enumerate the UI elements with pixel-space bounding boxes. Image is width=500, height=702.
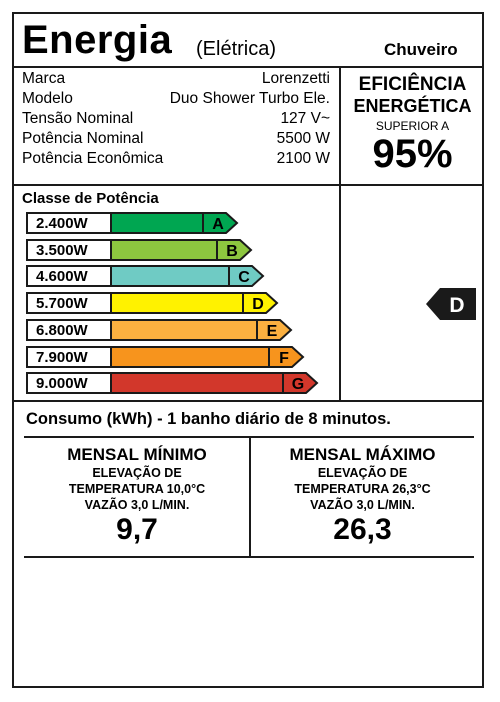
power-class-arrow: A bbox=[202, 212, 239, 234]
power-class-bar bbox=[112, 265, 230, 287]
consumption-top-divider bbox=[14, 400, 484, 402]
product-type: Chuveiro bbox=[384, 40, 458, 59]
power-class-bar bbox=[112, 212, 204, 234]
spec-voltage-label: Tensão Nominal bbox=[22, 110, 134, 127]
spec-model-label: Modelo bbox=[22, 90, 73, 107]
consumption-box-bottom bbox=[24, 556, 474, 558]
spec-voltage-value: 127 V~ bbox=[280, 110, 330, 127]
spec-power-value: 5500 W bbox=[276, 130, 330, 147]
min-line2: TEMPERATURA 10,0°C bbox=[68, 482, 206, 496]
class-indicator-arrow: D bbox=[426, 288, 476, 320]
power-class-arrow: C bbox=[228, 265, 265, 287]
power-class-letter: F bbox=[279, 350, 289, 367]
right-column-divider bbox=[339, 66, 341, 400]
min-heading: MENSAL MÍNIMO bbox=[67, 445, 207, 464]
power-class-label: 2.400W bbox=[26, 212, 112, 234]
power-class-bar bbox=[112, 372, 284, 394]
spec-economic-label: Potência Econômica bbox=[22, 150, 164, 167]
power-class-letter: G bbox=[292, 376, 304, 393]
power-class-bar bbox=[112, 239, 218, 261]
spec-power-label: Potência Nominal bbox=[22, 130, 144, 147]
power-class-arrow: B bbox=[216, 239, 253, 261]
efficiency-line3: SUPERIOR A bbox=[375, 119, 450, 133]
power-class-label: 9.000W bbox=[26, 372, 112, 394]
power-class-arrow: E bbox=[256, 319, 293, 341]
power-class-title: Classe de Potência bbox=[22, 190, 159, 207]
min-line3: VAZÃO 3,0 L/MIN. bbox=[84, 498, 190, 512]
power-class-label: 6.800W bbox=[26, 319, 112, 341]
power-class-letter: C bbox=[238, 269, 250, 286]
label-title: Energia bbox=[22, 18, 173, 62]
efficiency-value: 95% bbox=[372, 132, 453, 176]
power-class-label: 5.700W bbox=[26, 292, 112, 314]
consumption-title: Consumo (kWh) - 1 banho diário de 8 minu… bbox=[26, 410, 391, 428]
max-line1: ELEVAÇÃO DE bbox=[317, 466, 408, 480]
power-class-bar bbox=[112, 319, 258, 341]
spec-brand-label: Marca bbox=[22, 70, 66, 87]
min-value: 9,7 bbox=[116, 513, 158, 546]
class-indicator-letter: D bbox=[449, 294, 464, 317]
max-line2: TEMPERATURA 26,3°C bbox=[294, 482, 431, 496]
power-class-arrow: F bbox=[268, 346, 305, 368]
power-class-letter: E bbox=[267, 323, 278, 340]
class-top-divider bbox=[14, 184, 484, 186]
power-class-bar bbox=[112, 346, 270, 368]
power-class-letter: D bbox=[252, 296, 264, 313]
power-class-label: 7.900W bbox=[26, 346, 112, 368]
energy-label-frame bbox=[12, 12, 484, 688]
power-class-arrow: D bbox=[242, 292, 279, 314]
consumption-mid-divider bbox=[249, 436, 251, 557]
label-subtitle: (Elétrica) bbox=[196, 38, 277, 60]
power-class-arrow: G bbox=[282, 372, 319, 394]
spec-model-value: Duo Shower Turbo Ele. bbox=[169, 90, 330, 107]
min-line1: ELEVAÇÃO DE bbox=[92, 466, 182, 480]
header-divider bbox=[14, 66, 484, 68]
power-class-bar bbox=[112, 292, 244, 314]
efficiency-line2: ENERGÉTICA bbox=[353, 96, 472, 116]
power-class-label: 3.500W bbox=[26, 239, 112, 261]
power-class-label: 4.600W bbox=[26, 265, 112, 287]
power-class-letter: B bbox=[226, 243, 238, 260]
power-class-letter: A bbox=[212, 216, 224, 233]
max-value: 26,3 bbox=[333, 513, 392, 546]
max-line3: VAZÃO 3,0 L/MIN. bbox=[310, 498, 415, 512]
spec-brand-value: Lorenzetti bbox=[261, 70, 330, 87]
spec-economic-value: 2100 W bbox=[276, 150, 330, 167]
efficiency-line1: EFICIÊNCIA bbox=[358, 74, 467, 95]
max-heading: MENSAL MÁXIMO bbox=[289, 445, 436, 464]
